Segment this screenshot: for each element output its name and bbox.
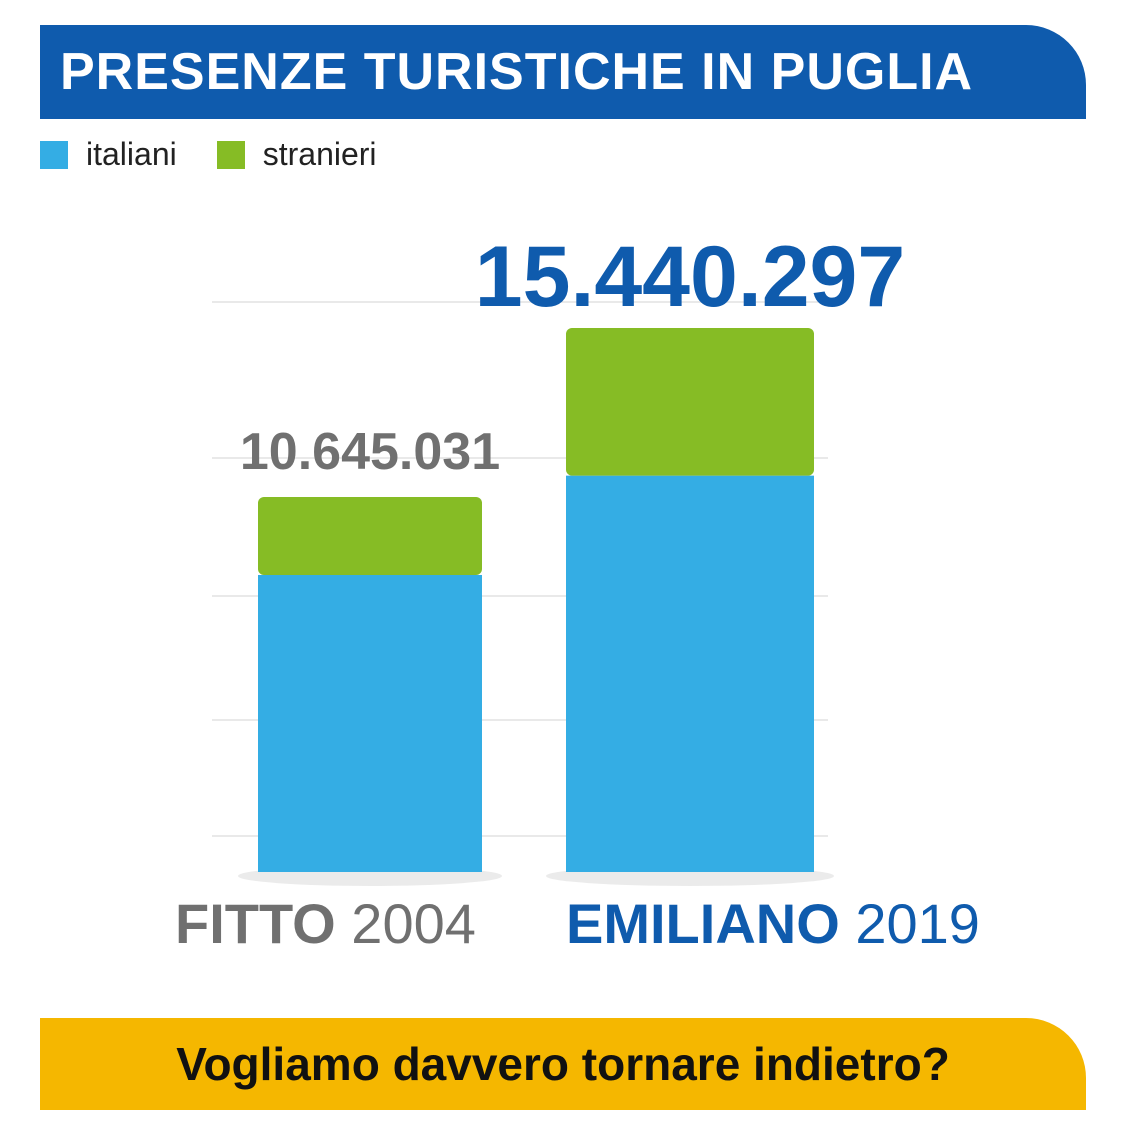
category-label-fitto: FITTO 2004 bbox=[175, 890, 476, 958]
bar-stranieri-emiliano bbox=[566, 328, 814, 476]
chart-title: PRESENZE TURISTICHE IN PUGLIA bbox=[60, 43, 974, 101]
bar-stranieri-fitto bbox=[258, 496, 482, 575]
category-year: 2019 bbox=[855, 892, 980, 955]
footer-banner: Vogliamo davvero tornare indietro? bbox=[40, 1018, 1086, 1110]
legend-swatch-italiani bbox=[40, 140, 68, 169]
legend-item-italiani: italiani bbox=[40, 136, 177, 173]
category-label-emiliano: EMILIANO 2019 bbox=[566, 890, 980, 958]
title-banner: PRESENZE TURISTICHE IN PUGLIA bbox=[40, 25, 1086, 119]
category-name: EMILIANO bbox=[566, 892, 840, 955]
footer-question: Vogliamo davvero tornare indietro? bbox=[176, 1038, 950, 1090]
legend: italiani stranieri bbox=[40, 136, 417, 173]
bar-italiani-fitto bbox=[258, 574, 482, 872]
legend-swatch-stranieri bbox=[216, 140, 245, 169]
legend-label-italiani: italiani bbox=[86, 136, 177, 172]
bar-italiani-emiliano bbox=[566, 475, 814, 872]
total-label-fitto: 10.645.031 bbox=[240, 423, 500, 481]
legend-label-stranieri: stranieri bbox=[262, 136, 377, 172]
category-name: FITTO bbox=[175, 892, 336, 955]
legend-item-stranieri: stranieri bbox=[216, 136, 377, 173]
total-label-emiliano: 15.440.297 bbox=[475, 229, 905, 325]
category-year: 2004 bbox=[351, 892, 476, 955]
